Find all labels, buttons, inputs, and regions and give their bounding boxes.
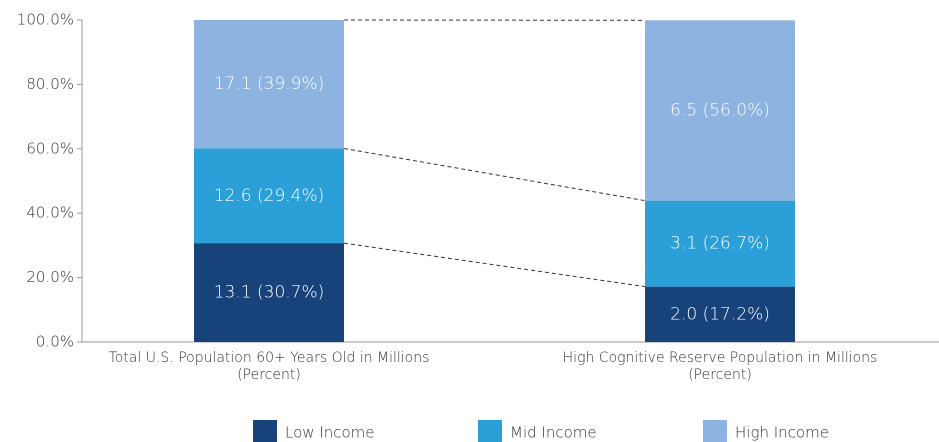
- connector: [343, 147, 646, 202]
- value-label: 3.1 (26.7%): [670, 234, 770, 254]
- y-tick-label: 80.0%: [26, 75, 74, 93]
- legend-label: Mid Income: [510, 424, 597, 442]
- x-tick-label: Total U.S. Population 60+ Years Old in M…: [108, 350, 430, 383]
- bar-segment: [645, 20, 795, 201]
- bar-segment: [194, 243, 344, 342]
- y-tick-label: 0.0%: [36, 333, 74, 351]
- bar-segment: [645, 200, 795, 287]
- value-label: 12.6 (29.4%): [214, 186, 325, 206]
- legend-label: Low Income: [285, 424, 375, 442]
- legend-swatch: [253, 420, 277, 442]
- connector: [343, 242, 646, 288]
- legend-swatch: [703, 420, 727, 442]
- y-tick-label: 40.0%: [26, 204, 74, 222]
- bar-segment: [645, 286, 795, 342]
- y-tick-label: 60.0%: [26, 139, 74, 157]
- value-label: 2.0 (17.2%): [670, 304, 770, 324]
- y-tick-label: 20.0%: [26, 268, 74, 286]
- value-label: 17.1 (39.9%): [214, 74, 325, 94]
- legend-label: High Income: [735, 424, 829, 442]
- y-tick-label: 100.0%: [17, 11, 74, 29]
- x-tick-label: High Cognitive Reserve Population in Mil…: [562, 350, 878, 383]
- bar-segment: [194, 148, 344, 244]
- legend-swatch: [478, 420, 502, 442]
- bar-segment: [194, 20, 344, 149]
- value-label: 6.5 (56.0%): [670, 100, 770, 120]
- value-label: 13.1 (30.7%): [214, 283, 325, 303]
